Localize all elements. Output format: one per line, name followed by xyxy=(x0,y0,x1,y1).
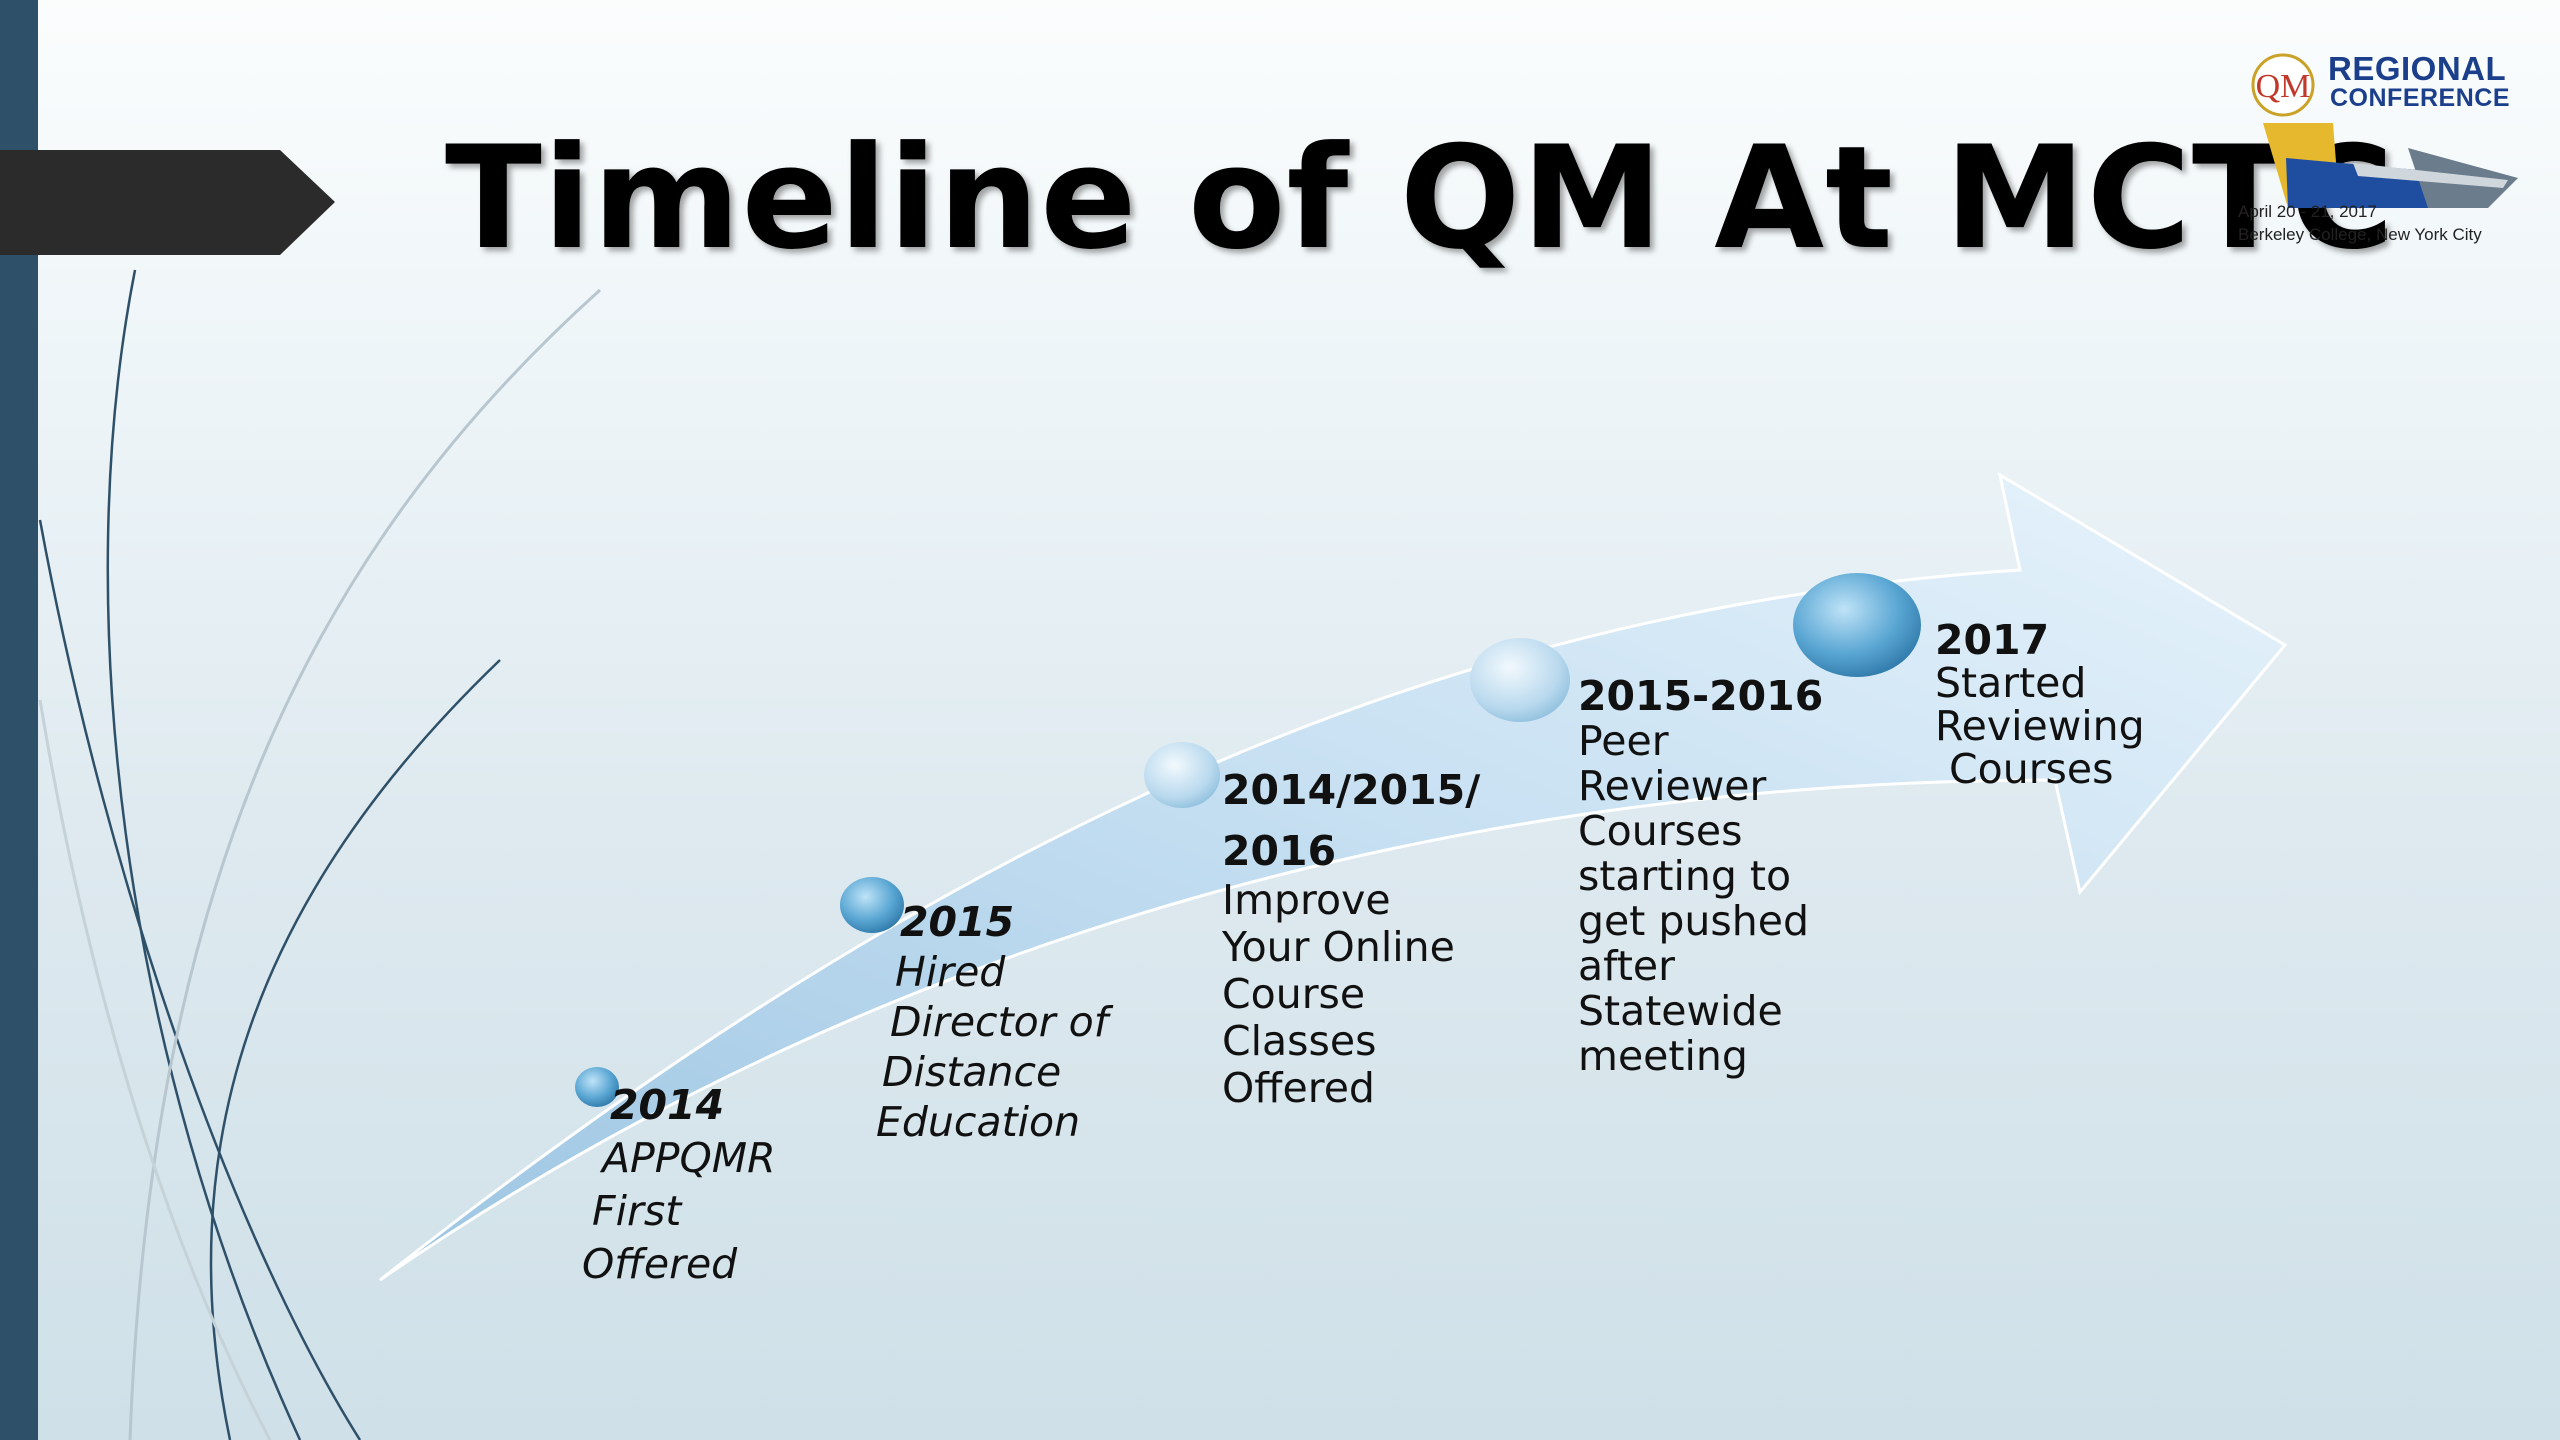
title-banner-arrow xyxy=(0,150,335,255)
milestone-text: Courses xyxy=(1949,745,2114,793)
milestone-text: First xyxy=(592,1187,682,1235)
milestone-text: Started xyxy=(1935,659,2087,707)
logo-conference: CONFERENCE xyxy=(2330,84,2511,112)
milestone-year: 2017 xyxy=(1935,616,2050,664)
milestone-2015: 2015 Hired Director of Distance Educatio… xyxy=(876,898,1108,1143)
milestone-2015-2016: 2015-2016 Peer Reviewer Courses starting… xyxy=(1578,676,1823,1077)
milestone-text: Courses xyxy=(1578,807,1743,855)
milestone-dot-2014 xyxy=(575,1067,619,1107)
milestone-dot-2016 xyxy=(1144,742,1220,808)
qm-logo-text: QM xyxy=(2255,68,2311,105)
milestone-text: get pushed xyxy=(1578,897,1809,945)
milestone-2017: 2017 Started Reviewing Courses xyxy=(1935,620,2145,790)
logo-road-graphic xyxy=(2263,123,2518,208)
milestone-dot-2015 xyxy=(840,877,904,933)
milestone-year: 2014/2015/ xyxy=(1222,766,1481,814)
milestone-text: Classes xyxy=(1222,1017,1377,1065)
timeline-arrow xyxy=(379,471,2288,1282)
milestone-dot-2015-2016 xyxy=(1470,638,1570,722)
milestone-year: 2016 xyxy=(1222,827,1337,875)
milestone-text: starting to xyxy=(1578,852,1792,900)
milestone-text: after xyxy=(1578,942,1675,990)
milestone-text: Improve xyxy=(1222,876,1391,924)
milestone-text: Education xyxy=(876,1098,1081,1146)
milestone-text: Reviewing xyxy=(1935,702,2145,750)
milestone-2014-2015-2016: 2014/2015/ 2016 Improve Your Online Cour… xyxy=(1222,770,1480,1109)
milestone-text: Hired xyxy=(895,948,1006,996)
milestone-text: Offered xyxy=(582,1240,738,1288)
milestone-text: Peer xyxy=(1578,717,1669,765)
milestone-year: 2015 xyxy=(900,898,1015,946)
milestone-text: Reviewer xyxy=(1578,762,1767,810)
page-title: Timeline of QM At MCTC xyxy=(445,116,2396,281)
milestone-year: 2015-2016 xyxy=(1578,672,1824,720)
milestone-2014: 2014 APPQMR First Offered xyxy=(582,1081,776,1285)
milestone-year: 2014 xyxy=(610,1081,725,1129)
logo-date: April 20 - 21, 2017 xyxy=(2238,202,2377,221)
logo-regional: REGIONAL xyxy=(2328,50,2507,87)
milestone-dot-2017 xyxy=(1793,573,1921,677)
milestone-text: Your Online xyxy=(1222,923,1455,971)
milestone-text: meeting xyxy=(1578,1032,1748,1080)
milestone-text: Distance xyxy=(882,1048,1062,1096)
milestone-text: APPQMR xyxy=(602,1134,776,1182)
logo-location: Berkeley College, New York City xyxy=(2238,225,2482,244)
milestone-text: Course xyxy=(1222,970,1366,1018)
milestone-text: Director of xyxy=(890,998,1109,1046)
qm-logo-mark xyxy=(2251,53,2315,117)
milestone-text: Offered xyxy=(1222,1064,1375,1112)
milestone-text: Statewide xyxy=(1578,987,1783,1035)
qm-regional-conference-logo: QM REGIONAL CONFERENCE April 20 - 21, 20… xyxy=(2228,30,2538,260)
